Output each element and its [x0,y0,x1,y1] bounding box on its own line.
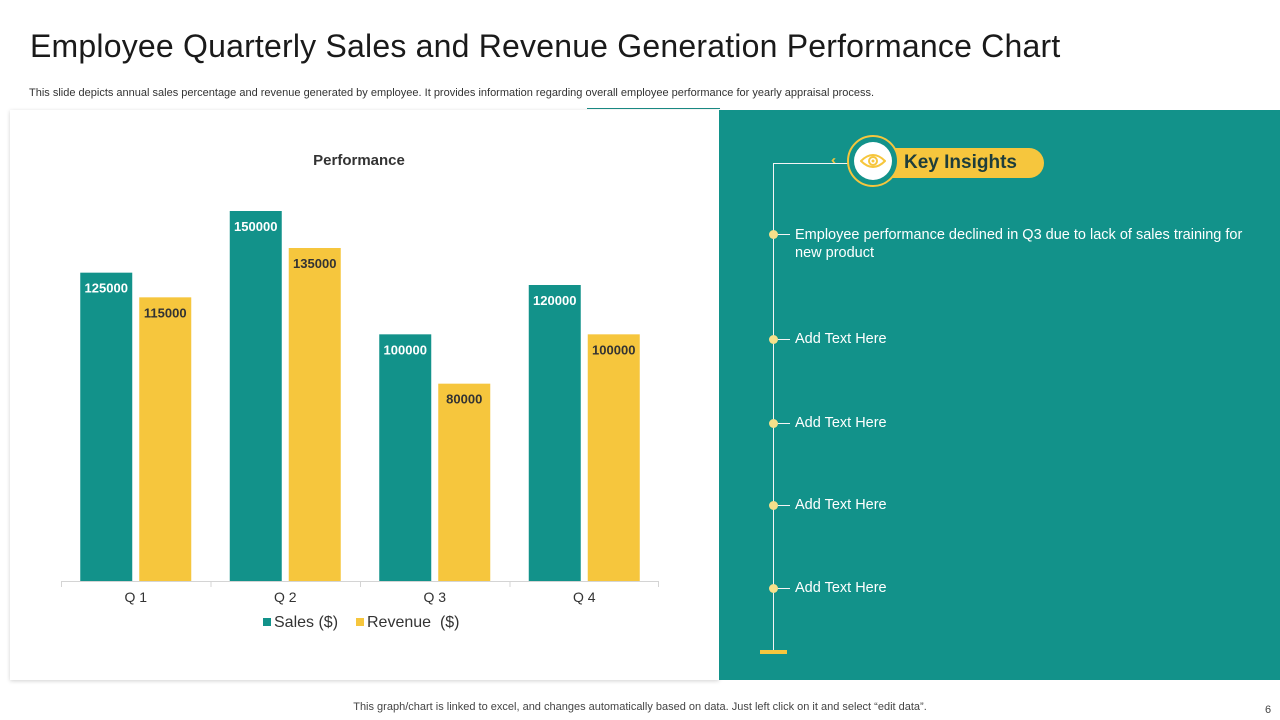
chart-title: Performance [313,152,405,169]
timeline-dash [778,588,790,589]
data-label: 80000 [446,392,482,407]
insight-item-5[interactable]: Add Text Here [795,580,887,596]
page-title: Employee Quarterly Sales and Revenue Gen… [30,28,1061,64]
data-label: 120000 [533,293,576,308]
insight-item-3[interactable]: Add Text Here [795,415,887,431]
bar-sales[interactable] [80,272,133,581]
eye-icon [854,142,892,180]
bar-sales[interactable] [528,285,581,581]
page-subtitle: This slide depicts annual sales percenta… [29,87,875,99]
x-tick-label: Q 2 [274,589,297,605]
x-tick-label: Q 4 [573,589,596,605]
x-tick-label: Q 1 [124,589,147,605]
timeline-dot [769,419,778,428]
insight-item-1: Employee performance declined in Q3 due … [795,227,1243,261]
insight-item-2[interactable]: Add Text Here [795,331,887,347]
data-label: 100000 [592,342,635,357]
bar-group: 125000 115000 150000 135000 100000 80000 12000… [80,211,640,581]
bar-revenue[interactable] [139,297,192,581]
timeline-dot [769,230,778,239]
timeline-end-cap [760,650,787,654]
data-label: 150000 [234,219,277,234]
insight-item-4[interactable]: Add Text Here [795,497,887,513]
bar-revenue[interactable] [438,383,491,581]
timeline-dash [778,423,790,424]
legend-label: Revenue ($) [367,614,460,631]
legend-swatch [356,618,364,626]
performance-chart[interactable]: Performance 125000 115000 150000 135000 1000… [10,110,719,680]
data-label: 100000 [384,342,427,357]
chevron-left-icon: ‹‹ [831,153,836,167]
timeline-dot [769,584,778,593]
x-tick-label: Q 3 [423,589,446,605]
accent-divider [587,108,720,109]
timeline-dot [769,335,778,344]
timeline-dash [778,505,790,506]
x-axis: Q 1 Q 2 Q 3 Q 4 [61,581,659,605]
key-insights-panel: ‹‹ Key Insights Employee performance dec… [719,110,1280,680]
timeline-dash [778,339,790,340]
chart-legend: Sales ($) Revenue ($) [263,614,460,631]
timeline-dash [778,234,790,235]
bar-sales[interactable] [379,334,432,581]
legend-swatch [263,618,271,626]
data-label: 135000 [293,256,336,271]
timeline-line [773,163,774,652]
bar-revenue[interactable] [288,248,341,581]
key-insights-heading: Key Insights [904,152,1017,173]
chart-panel[interactable]: Performance 125000 115000 150000 135000 1000… [10,110,719,680]
data-label: 115000 [144,305,187,320]
bar-sales[interactable] [229,211,282,581]
legend-label: Sales ($) [274,614,338,631]
bar-revenue[interactable] [587,334,640,581]
footer-note: This graph/chart is linked to excel, and… [353,701,927,713]
page-number: 6 [1265,704,1272,716]
timeline-dot [769,501,778,510]
data-label: 125000 [85,281,128,296]
timeline-connector [773,163,849,164]
